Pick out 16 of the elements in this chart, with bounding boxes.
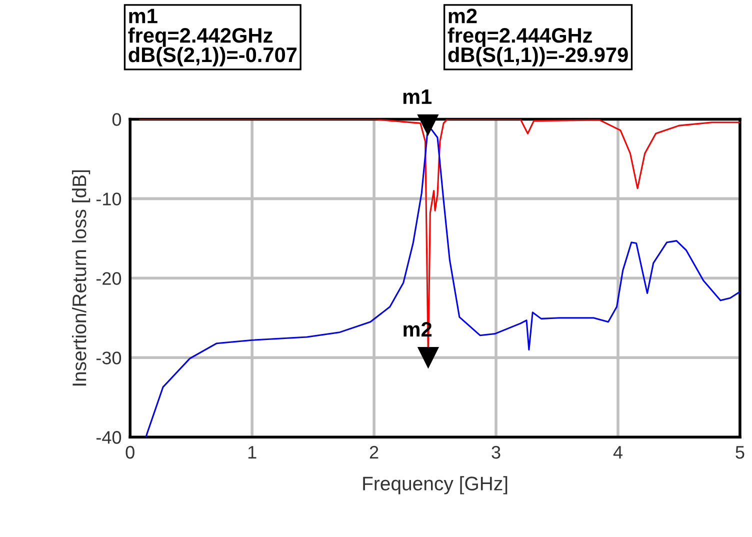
y-tick-label: -10 xyxy=(96,192,122,206)
x-tick-label: 4 xyxy=(613,446,622,459)
x-tick-label: 5 xyxy=(736,446,744,459)
x-axis-title: Frequency [GHz] xyxy=(363,476,508,494)
y-tick-label: -20 xyxy=(96,272,122,285)
x-tick-label: 1 xyxy=(248,446,256,459)
y-tick-label: 0 xyxy=(112,113,122,126)
x-tick-label: 2 xyxy=(370,446,378,459)
y-tick-label: -30 xyxy=(96,352,122,364)
text: m2 freq=2.444GHz dB(S(1,1))=-29.979 xyxy=(448,8,628,66)
x-tick-label: 3 xyxy=(492,446,500,459)
annotation: m1 xyxy=(403,90,432,104)
text: m1 freq=2.442GHz dB(S(2,1))=-0.707 xyxy=(128,8,297,66)
x-tick-label: 0 xyxy=(126,446,134,459)
y-tick-label: -40 xyxy=(96,431,122,444)
y-axis-title: Insertion/Return loss [dB] xyxy=(72,170,90,386)
